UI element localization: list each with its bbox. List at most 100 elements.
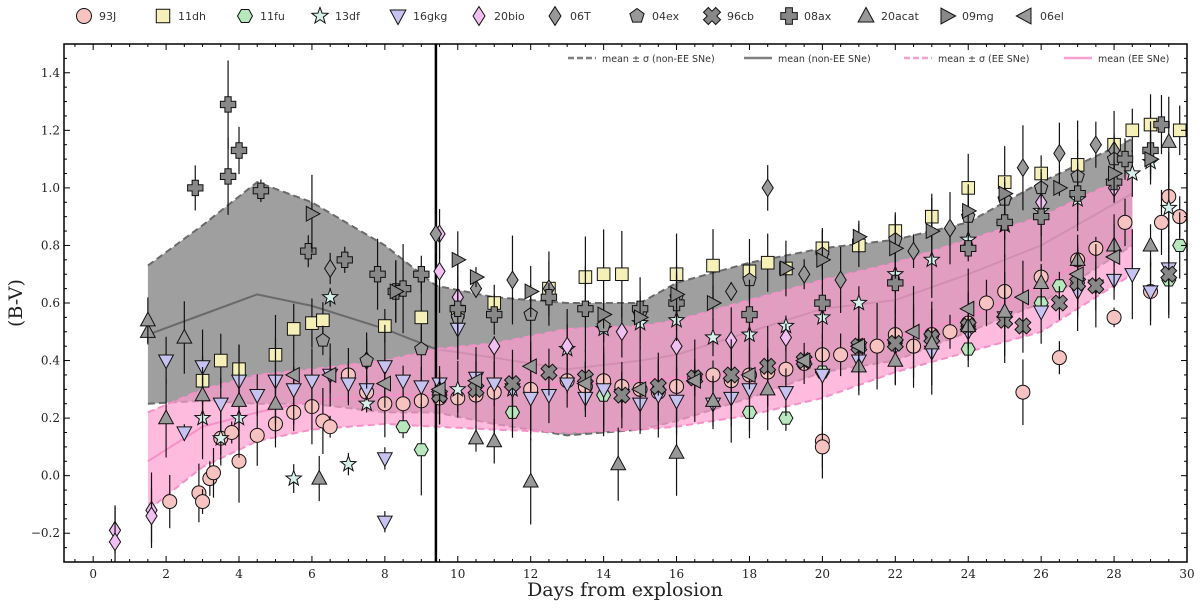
legend-marker-16gkg (389, 9, 407, 26)
point-16gkg (522, 391, 539, 408)
point-09mg (816, 251, 832, 269)
point-96cb (503, 374, 522, 393)
point-06T (761, 178, 774, 198)
point-06T (798, 264, 811, 284)
data-points (108, 60, 1187, 562)
legend-marker-06T (548, 5, 562, 27)
band-legend-label: mean (non-EE SNe) (778, 54, 871, 65)
legend-marker-20acat (857, 6, 875, 23)
point-16gkg (212, 397, 229, 413)
point-16gkg (777, 386, 795, 402)
point-06T (725, 281, 738, 302)
point-11fu (1051, 279, 1067, 293)
point-09mg (451, 251, 467, 269)
x-tick-label: 26 (1034, 567, 1049, 581)
point-06T (469, 278, 483, 299)
point-20acat (759, 380, 776, 396)
point-09mg (962, 202, 978, 220)
x-tick-label: 10 (450, 567, 465, 581)
x-tick-label: 12 (523, 567, 538, 581)
point-11dh (706, 258, 720, 273)
x-tick-label: 8 (381, 567, 389, 581)
point-16gkg (668, 394, 685, 410)
point-16gkg (558, 377, 576, 393)
point-11dh (615, 267, 629, 282)
point-11dh (316, 313, 330, 328)
point-93J (249, 427, 265, 443)
point-16gkg (1032, 305, 1050, 321)
point-11dh (760, 255, 775, 270)
point-08ax (1033, 208, 1050, 225)
point-20acat (522, 472, 539, 488)
point-16gkg (1142, 285, 1159, 301)
point-13df (1159, 198, 1178, 216)
point-20acat (139, 311, 157, 327)
point-96cb (1050, 294, 1069, 312)
point-08ax (252, 182, 270, 199)
legend: 93J 11dh 11fu 13df 16gkg 20bio 06T 04ex 96cb 08ax… (76, 5, 1064, 27)
x-tick-label: 14 (596, 567, 612, 581)
y-tick-label: 1.0 (41, 181, 60, 195)
x-tick-label: 16 (669, 567, 684, 581)
point-06el (795, 352, 811, 369)
point-96cb (1087, 277, 1105, 295)
legend-label-04ex: 04ex (652, 10, 680, 23)
point-09mg (889, 240, 905, 257)
legend-label-06el: 06el (1040, 10, 1064, 23)
point-20acat (1032, 273, 1050, 289)
legend-marker-08ax (780, 7, 798, 25)
point-16gkg (413, 380, 430, 396)
point-93J (395, 396, 411, 412)
point-93J (942, 324, 958, 340)
legend-label-20bio: 20bio (494, 10, 525, 23)
point-09mg (1144, 150, 1160, 168)
legend-marker-11fu (236, 9, 254, 23)
point-96cb (886, 334, 904, 352)
y-tick-label: 0.2 (41, 411, 60, 425)
x-tick-label: 6 (308, 567, 316, 581)
point-13df (1123, 163, 1142, 182)
point-13df (357, 394, 376, 412)
y-tick-label: 1.4 (41, 66, 60, 80)
point-16gkg (376, 515, 394, 531)
point-96cb (540, 363, 558, 381)
point-06T (1016, 158, 1030, 178)
legend-label-08ax: 08ax (804, 10, 832, 23)
point-13df (321, 287, 340, 305)
point-16gkg (157, 354, 175, 370)
point-20acat (996, 302, 1013, 318)
point-08ax (887, 274, 904, 292)
point-06T (943, 218, 957, 238)
point-16gkg (340, 377, 357, 393)
point-08ax (413, 266, 430, 283)
point-20acat (610, 455, 627, 471)
band-legend-label: mean (EE SNe) (1098, 54, 1169, 65)
point-06el (904, 323, 920, 340)
x-tick-label: 4 (235, 567, 243, 581)
x-tick-label: 18 (742, 567, 757, 581)
point-96cb (613, 386, 631, 404)
point-93J (322, 419, 338, 435)
point-06T (1089, 135, 1102, 155)
point-16gkg (249, 389, 266, 405)
point-06el (1013, 289, 1029, 306)
point-20acat (267, 394, 284, 410)
point-06el (630, 381, 647, 398)
point-20acat (486, 432, 503, 448)
band-legend-label: mean ± σ (non-EE SNe) (602, 54, 715, 65)
point-16gkg (595, 383, 612, 399)
point-20bio (433, 261, 446, 282)
y-tick-label: 0.0 (41, 469, 60, 483)
point-08ax (219, 96, 237, 113)
point-13df (448, 379, 467, 397)
point-06el (375, 375, 391, 392)
point-93J (195, 494, 211, 510)
point-20acat (704, 391, 722, 407)
point-20acat (1142, 236, 1159, 252)
point-93J (1051, 350, 1067, 366)
point-93J (833, 347, 849, 363)
point-06el (1068, 266, 1084, 283)
point-08ax (960, 240, 977, 257)
y-tick-label: 0.6 (41, 296, 60, 310)
point-93J (978, 295, 994, 311)
